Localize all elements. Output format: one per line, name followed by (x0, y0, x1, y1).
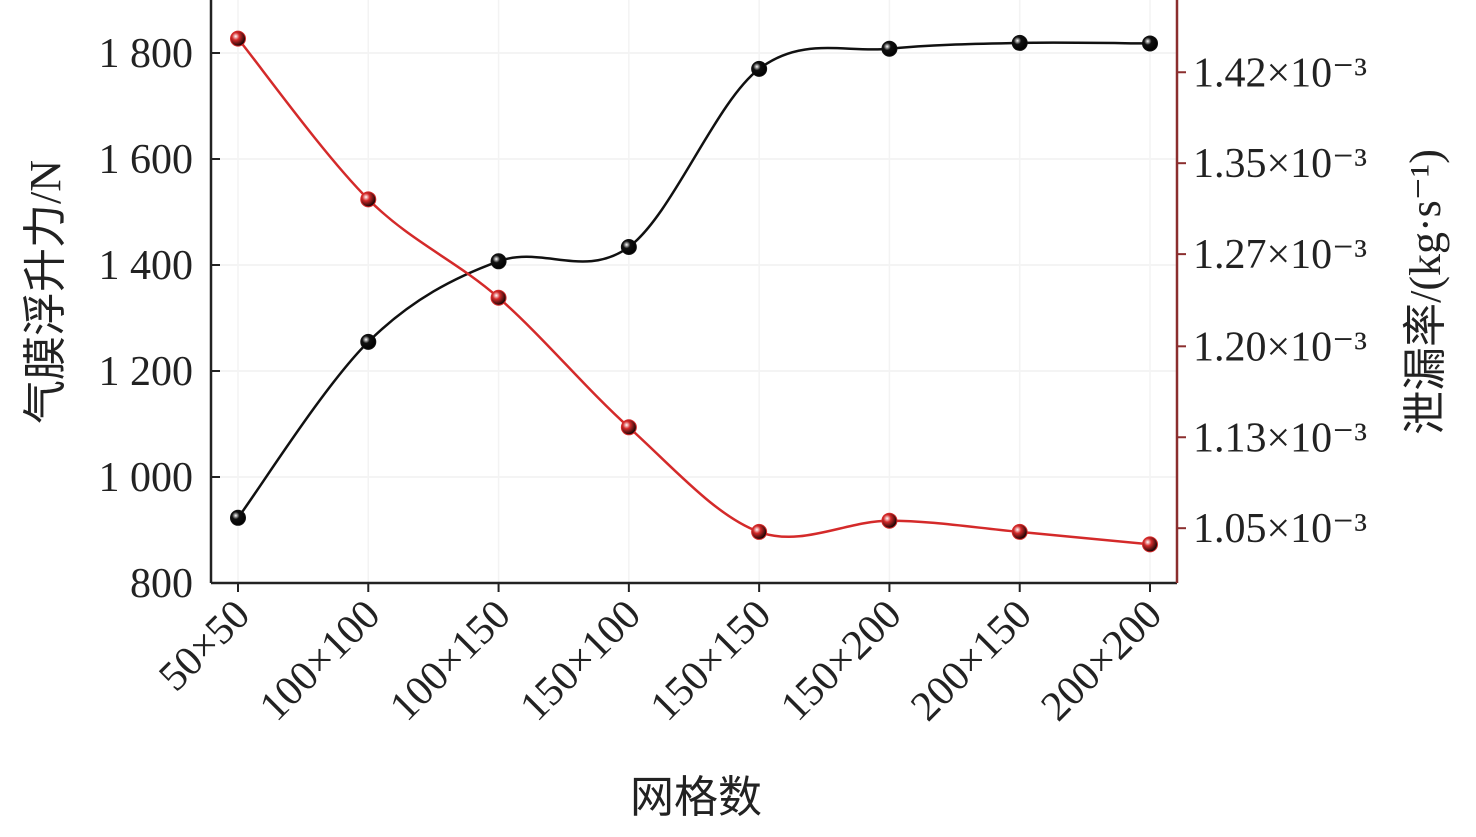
y-tick-label: 1 800 (99, 31, 194, 77)
y-tick-label: 1 600 (99, 137, 194, 183)
data-point (230, 30, 246, 47)
data-point (1142, 35, 1158, 52)
data-point (881, 512, 898, 529)
x-axis-title: 网格数 (630, 773, 762, 822)
data-point (1142, 536, 1158, 553)
y2-tick-label: 1.42×10⁻³ (1193, 50, 1367, 96)
y2-tick-label: 1.05×10⁻³ (1193, 506, 1367, 552)
x-tick-label: 100×150 (381, 592, 519, 730)
data-point (230, 509, 246, 526)
y2-tick-label: 1.27×10⁻³ (1193, 232, 1367, 278)
y2-tick-label: 1.13×10⁻³ (1193, 415, 1367, 461)
y2-tick-label: 1.35×10⁻³ (1193, 141, 1367, 187)
data-point (751, 60, 768, 77)
x-tick-label: 50×50 (150, 592, 259, 701)
x-tick-label: 200×200 (1033, 592, 1171, 730)
data-point (360, 333, 377, 350)
data-point (620, 419, 637, 436)
x-tick-label: 150×200 (772, 592, 910, 730)
data-point (1011, 34, 1028, 51)
y2-tick-label: 1.20×10⁻³ (1193, 324, 1367, 370)
x-tick-label: 150×100 (512, 592, 650, 730)
data-point (751, 523, 768, 540)
data-point (881, 40, 898, 57)
y-tick-label: 1 200 (99, 349, 194, 395)
series-line (237, 37, 1151, 546)
data-point (490, 289, 507, 306)
y-tick-label: 800 (130, 561, 193, 607)
data-point (490, 253, 507, 270)
x-tick-label: 100×100 (251, 592, 389, 730)
x-tick-label: 200×150 (902, 592, 1040, 730)
y-axis-title: 气膜浮升力/N (21, 160, 70, 424)
grid (211, 0, 1177, 584)
data-point (620, 238, 637, 255)
data-point (1011, 523, 1028, 540)
series-line (236, 41, 1151, 519)
y-tick-label: 1 000 (99, 455, 194, 501)
data-point (360, 191, 377, 208)
y-tick-label: 1 400 (99, 243, 194, 289)
y2-axis-title: 泄漏率/(kg·s⁻¹) (1401, 149, 1450, 435)
x-tick-label: 150×150 (642, 592, 780, 730)
